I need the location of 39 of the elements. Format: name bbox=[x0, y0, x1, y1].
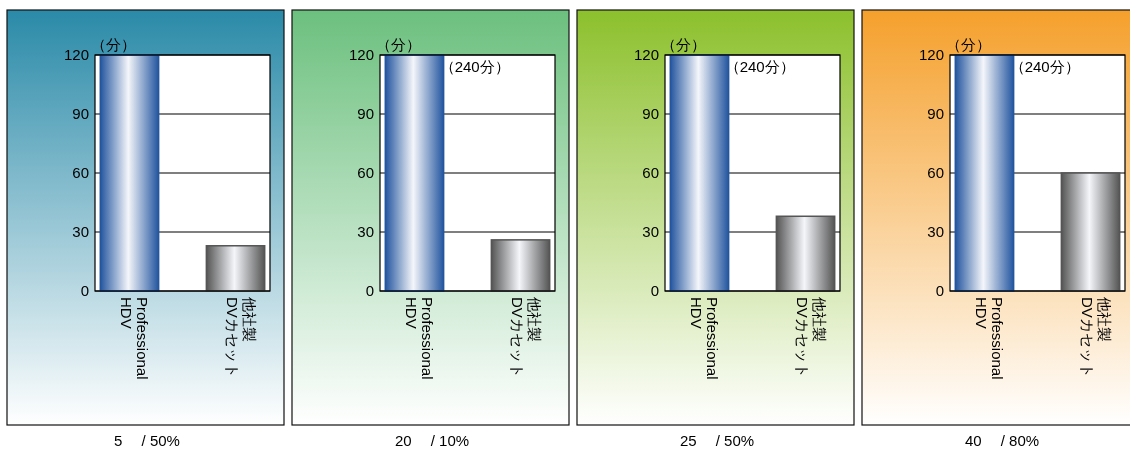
y-tick-label: 90 bbox=[72, 105, 89, 123]
y-axis-title: （分） bbox=[661, 36, 706, 54]
x-tick-label: Professional HDV bbox=[687, 297, 722, 380]
annotation: （240分） bbox=[439, 58, 510, 75]
y-tick-label: 90 bbox=[642, 105, 659, 123]
x-tick-label: Professional HDV bbox=[972, 297, 1007, 380]
y-tick-label: 30 bbox=[72, 223, 89, 241]
y-tick-label: 60 bbox=[927, 164, 944, 182]
y-tick-label: 90 bbox=[927, 105, 944, 123]
x-axis-title: 5 / 50% bbox=[114, 432, 180, 449]
y-tick-label: 30 bbox=[927, 223, 944, 241]
x-axis-title: 20 / 10% bbox=[394, 432, 470, 449]
y-tick-label: 120 bbox=[918, 46, 944, 64]
y-tick-label: 0 bbox=[80, 282, 89, 300]
x-axis-title: 40 / 80% bbox=[964, 432, 1040, 449]
x-tick-label: 他社製DVカセット bbox=[794, 297, 828, 378]
y-tick-label: 0 bbox=[365, 282, 374, 300]
y-tick-label: 90 bbox=[357, 105, 374, 123]
y-axis-title: （分） bbox=[946, 36, 991, 54]
annotation: （240分） bbox=[724, 58, 795, 75]
y-tick-label: 60 bbox=[642, 164, 659, 182]
x-tick-label: 他社製DVカセット bbox=[509, 297, 543, 378]
y-tick-label: 60 bbox=[357, 164, 374, 182]
x-tick-label: 他社製DVカセット bbox=[224, 297, 258, 378]
y-tick-label: 120 bbox=[63, 46, 89, 64]
y-axis-title: （分） bbox=[376, 36, 421, 54]
y-tick-label: 120 bbox=[348, 46, 374, 64]
x-tick-label: 他社製DVカセット bbox=[1079, 297, 1113, 378]
annotation: （240分） bbox=[1009, 58, 1080, 75]
y-axis-title: （分） bbox=[91, 36, 136, 54]
y-tick-label: 0 bbox=[650, 282, 659, 300]
y-tick-label: 0 bbox=[935, 282, 944, 300]
x-axis-title: 25 / 50% bbox=[679, 432, 755, 449]
x-tick-label: Professional HDV bbox=[402, 297, 437, 380]
y-tick-label: 30 bbox=[357, 223, 374, 241]
y-tick-label: 60 bbox=[72, 164, 89, 182]
x-tick-label: Professional HDV bbox=[117, 297, 152, 380]
y-tick-label: 30 bbox=[642, 223, 659, 241]
y-tick-label: 120 bbox=[633, 46, 659, 64]
